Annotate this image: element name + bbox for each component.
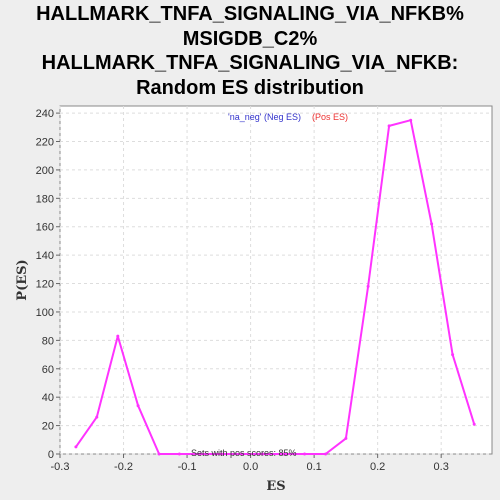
x-tick-label: 0.2	[370, 461, 385, 473]
x-tick-label: -0.3	[51, 461, 70, 473]
data-point	[451, 353, 455, 357]
y-tick-label: 140	[36, 250, 54, 262]
x-tick-label: 0.3	[434, 461, 449, 473]
data-point	[387, 124, 391, 128]
y-tick-label: 220	[36, 137, 54, 149]
data-point	[177, 452, 181, 456]
data-point	[430, 222, 434, 226]
x-tick-label: 0.0	[243, 461, 258, 473]
data-point	[240, 452, 244, 456]
legend-neg-label: 'na_neg' (Neg ES)	[228, 112, 301, 122]
y-tick-label: 120	[36, 279, 54, 291]
x-axis-label: ES	[266, 479, 285, 494]
data-point	[219, 452, 223, 456]
y-tick-label: 20	[42, 421, 54, 433]
title-line-4: Random ES distribution	[136, 76, 364, 99]
x-tick-label: 0.1	[306, 461, 321, 473]
y-axis: 0 20 40 60 80 100 120 140 160 180 200 220 240	[36, 108, 60, 461]
data-point	[409, 118, 413, 122]
x-axis: -0.3 -0.2 -0.1 0.0 0.1 0.2 0.3	[51, 454, 449, 473]
y-tick-label: 40	[42, 392, 54, 404]
y-axis-label: P(ES)	[15, 259, 30, 300]
plot-area	[59, 105, 493, 455]
x-tick-label: -0.2	[114, 461, 133, 473]
series-line	[75, 119, 476, 455]
legend-pos-label: (Pos ES)	[312, 112, 348, 122]
data-point	[324, 452, 328, 456]
y-tick-label: 180	[36, 193, 54, 205]
data-point	[198, 452, 202, 456]
data-point	[116, 334, 120, 338]
data-point	[472, 422, 476, 426]
y-tick-label: 160	[36, 222, 54, 234]
title-line-1: HALLMARK_TNFA_SIGNALING_VIA_NFKB%	[36, 3, 464, 25]
x-tick-label: -0.1	[178, 461, 197, 473]
data-point	[74, 445, 78, 449]
y-tick-label: 80	[42, 335, 54, 347]
y-tick-label: 100	[36, 307, 54, 319]
data-point	[282, 452, 286, 456]
chart-title: HALLMARK_TNFA_SIGNALING_VIA_NFKB% MSIGDB…	[0, 2, 500, 100]
data-point	[136, 404, 140, 408]
data-point	[157, 452, 161, 456]
y-tick-label: 240	[36, 108, 54, 120]
data-point	[303, 452, 307, 456]
data-point	[261, 452, 265, 456]
y-tick-label: 200	[36, 165, 54, 177]
data-point	[366, 284, 370, 288]
pos-scores-annotation: Sets with pos scores: 85%	[191, 448, 297, 458]
series-points	[74, 118, 476, 456]
y-tick-label: 60	[42, 364, 54, 376]
data-point	[95, 415, 99, 419]
y-tick-label: 0	[48, 449, 54, 461]
title-line-2: MSIGDB_C2%	[182, 27, 318, 50]
title-line-3: HALLMARK_TNFA_SIGNALING_VIA_NFKB:	[41, 52, 459, 74]
data-point	[344, 436, 348, 440]
